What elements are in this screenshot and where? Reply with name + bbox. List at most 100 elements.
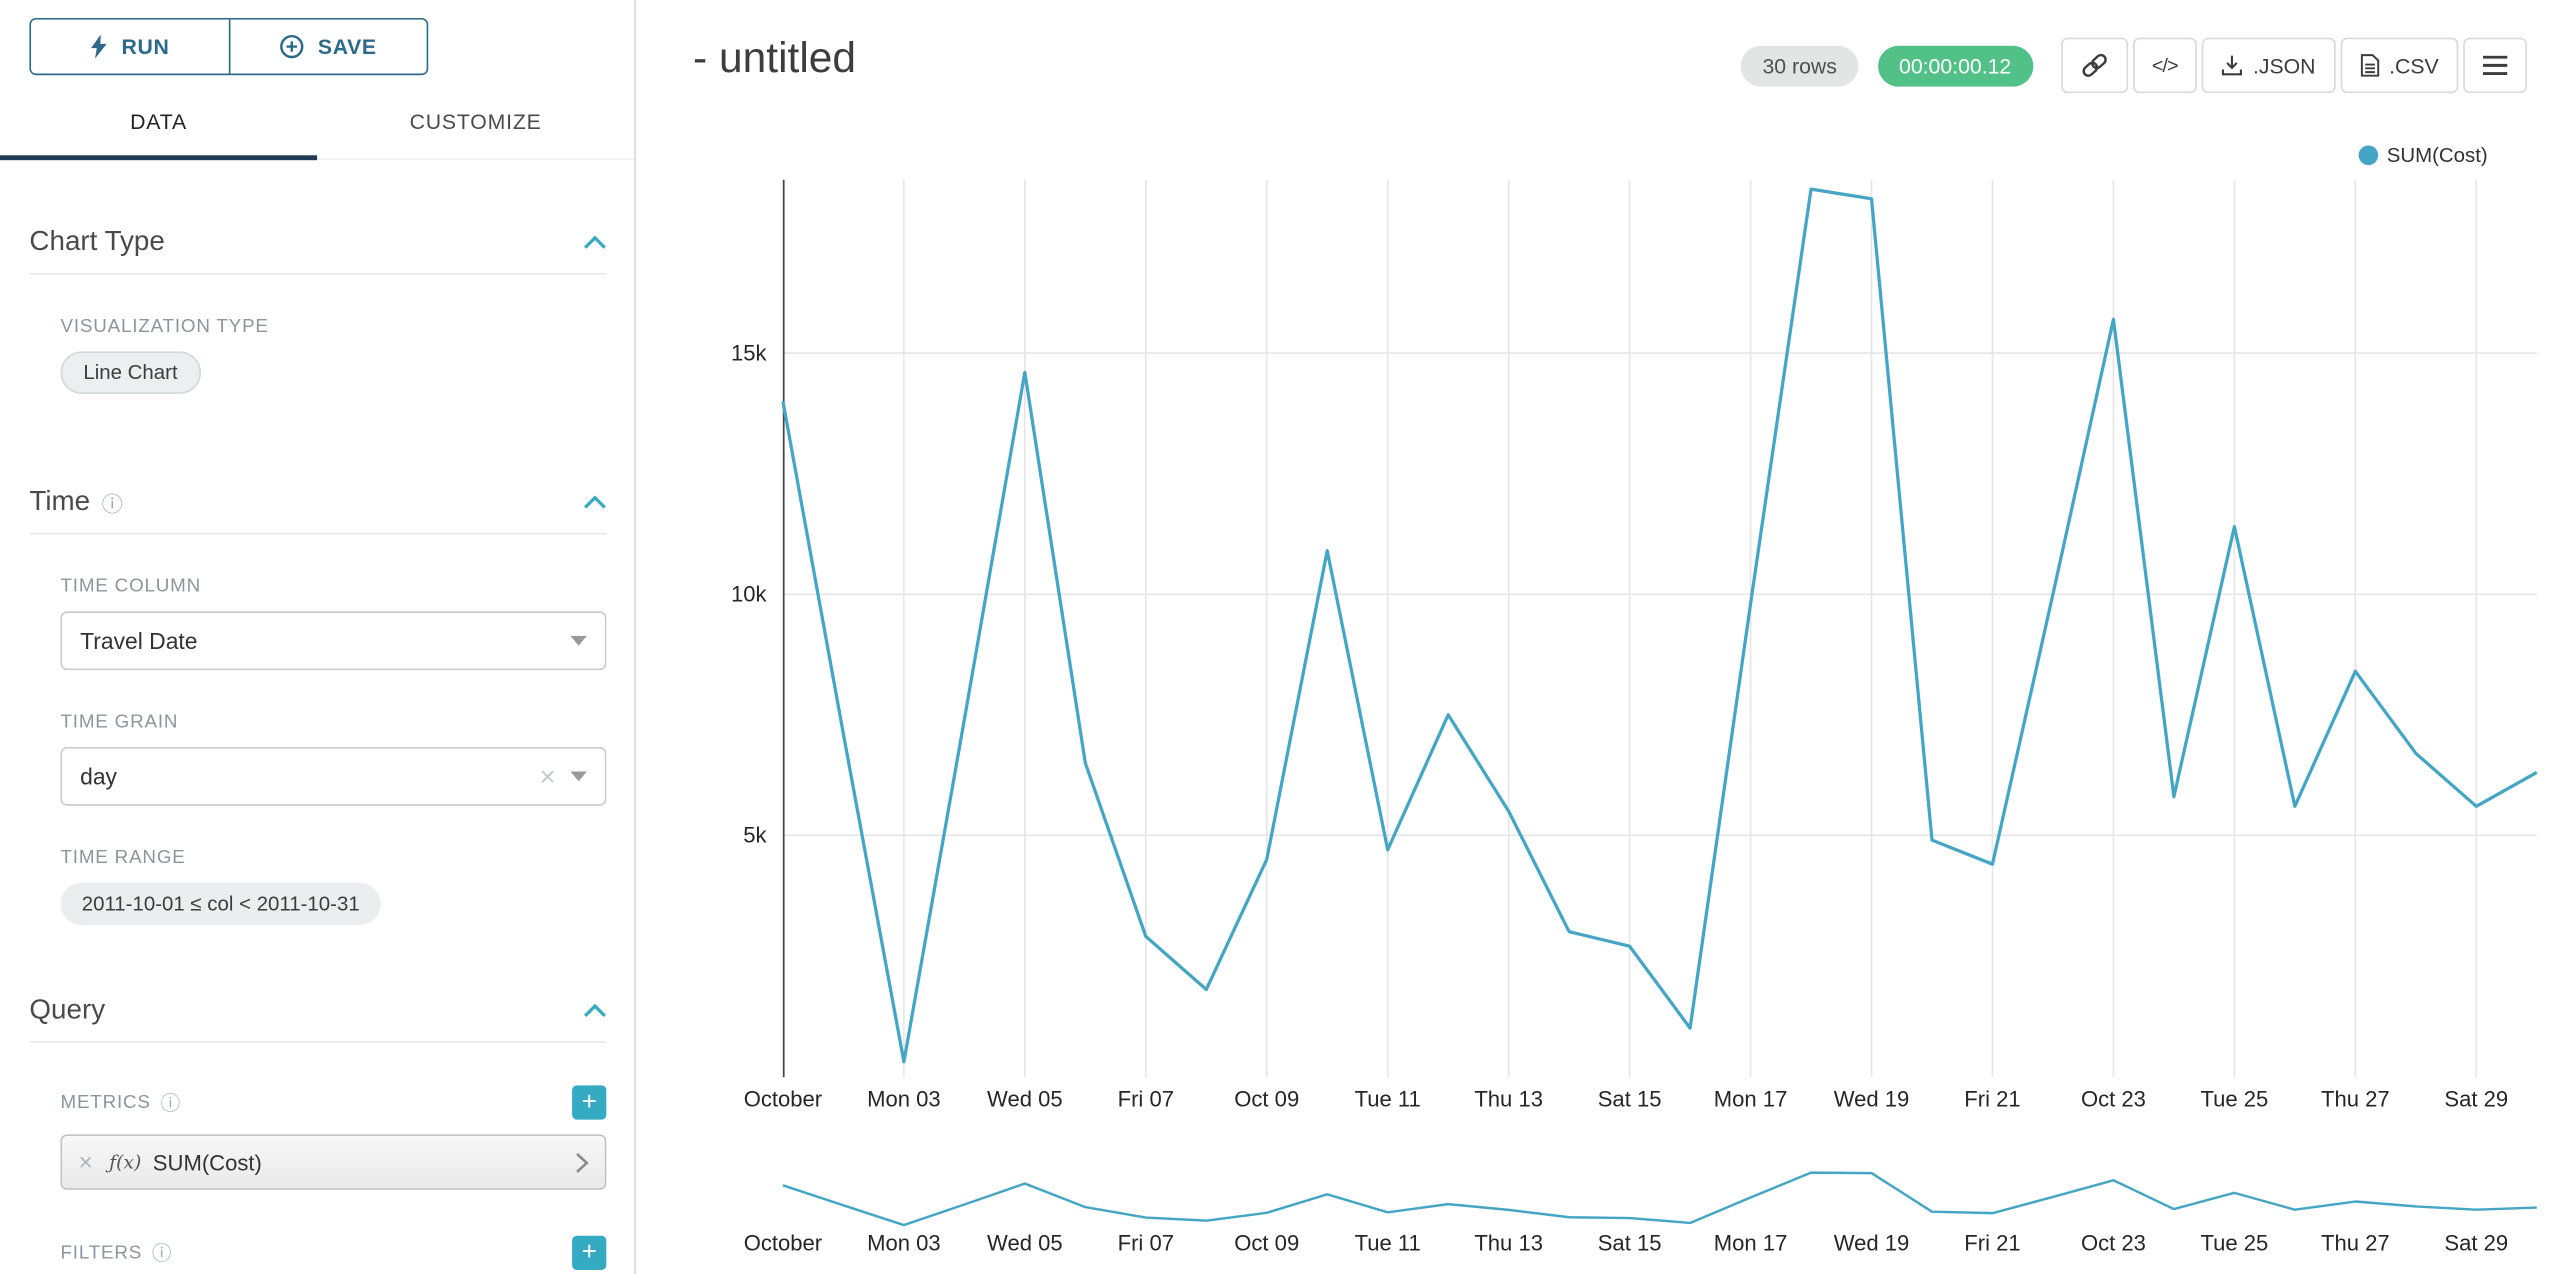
menu-button[interactable] <box>2463 37 2527 94</box>
time-column-value: Travel Date <box>80 627 198 654</box>
link-icon <box>2081 53 2106 77</box>
chart-title: - untitled <box>693 32 857 82</box>
chart-area: - untitled 30 rows 00:00:00.12 </> <box>637 0 2576 1274</box>
info-icon[interactable]: ⓘ <box>151 1242 172 1266</box>
section-query-title: Query <box>29 993 106 1025</box>
section-divider <box>29 272 607 275</box>
add-filter-button[interactable]: + <box>572 1235 607 1271</box>
legend-label: SUM(Cost) <box>2386 143 2488 167</box>
x-axis-tick-label: Mon 17 <box>1714 1087 1788 1112</box>
series-line <box>781 187 2538 1064</box>
x-axis-tick-label: Fri 07 <box>1118 1087 1174 1112</box>
time-column-select[interactable]: Travel Date <box>60 611 607 671</box>
export-button-group: </> .JSON .CSV <box>2055 37 2527 94</box>
file-icon <box>2360 54 2379 77</box>
filters-row: FILTERS ⓘ + <box>29 1235 607 1271</box>
x-axis-tick-label: Wed 05 <box>987 1087 1063 1112</box>
section-chart-type-header: Chart Type <box>29 226 606 259</box>
mini-x-axis-tick-label: Oct 23 <box>2081 1230 2146 1255</box>
code-icon: </> <box>2151 53 2179 77</box>
info-icon[interactable]: ⓘ <box>160 1091 181 1115</box>
plus-circle-icon <box>280 34 305 59</box>
chevron-up-icon[interactable] <box>584 494 607 509</box>
run-save-button-group: RUN SAVE <box>29 17 429 76</box>
time-body: TIME COLUMN Travel Date TIME GRAIN day ×… <box>29 577 607 926</box>
export-json-label: .JSON <box>2252 53 2316 78</box>
add-metric-button[interactable]: + <box>572 1085 607 1120</box>
chevron-up-icon[interactable] <box>584 234 607 250</box>
time-range-pill[interactable]: 2011-10-01 ≤ col < 2011-10-31 <box>60 882 381 926</box>
run-button[interactable]: RUN <box>31 19 229 74</box>
section-query-header: Query <box>29 994 606 1027</box>
x-axis-tick-label: October <box>744 1087 822 1112</box>
query-timer-badge: 00:00:00.12 <box>1877 44 2033 86</box>
save-label: SAVE <box>317 34 377 59</box>
mini-x-axis-tick-label: Mon 03 <box>867 1230 941 1255</box>
y-axis-tick-label: 10k <box>731 582 768 607</box>
hamburger-icon <box>2482 55 2508 76</box>
section-chart-type-title: Chart Type <box>29 225 165 257</box>
caret-down-icon <box>570 635 587 646</box>
caret-down-icon <box>570 771 587 782</box>
control-panel: RUN SAVE DATA CUSTOMIZE Chart Type V <box>0 0 636 1274</box>
embed-code-button[interactable]: </> <box>2132 37 2198 94</box>
x-axis-tick-label: Tue 11 <box>1355 1087 1421 1112</box>
download-icon <box>2222 55 2243 76</box>
x-axis-tick-label: Sat 15 <box>1598 1087 1662 1112</box>
viz-type-pill[interactable]: Line Chart <box>60 351 201 394</box>
mini-x-axis-tick-label: Fri 21 <box>1964 1230 2020 1255</box>
run-label: RUN <box>121 34 170 59</box>
chevron-right-icon[interactable] <box>575 1152 589 1173</box>
x-axis-tick-label: Fri 21 <box>1964 1087 2020 1112</box>
section-time-title: Time <box>29 485 91 517</box>
mini-x-axis-tick-label: Tue 25 <box>2200 1230 2268 1255</box>
time-grain-value: day <box>80 763 117 790</box>
tab-customize[interactable]: CUSTOMIZE <box>409 109 542 135</box>
clear-icon[interactable]: × <box>539 760 556 792</box>
x-axis-tick-label: Sat 29 <box>2444 1087 2508 1112</box>
metric-pill[interactable]: × ƒ(x) SUM(Cost) <box>60 1134 607 1190</box>
mini-x-axis-tick-label: Wed 19 <box>1834 1230 1910 1255</box>
mini-series-line <box>782 1171 2537 1227</box>
save-button[interactable]: SAVE <box>228 19 427 74</box>
export-csv-button[interactable]: .CSV <box>2340 37 2459 94</box>
x-axis-tick-label: Tue 25 <box>2200 1087 2268 1112</box>
fx-icon: ƒ(x) <box>109 1150 142 1174</box>
share-link-button[interactable] <box>2060 37 2128 94</box>
mini-x-axis-tick-label: Wed 05 <box>987 1230 1063 1255</box>
chart-type-body: VISUALIZATION TYPE Line Chart <box>29 317 606 394</box>
mini-x-axis-tick-label: Oct 09 <box>1234 1230 1299 1255</box>
viz-type-label: VISUALIZATION TYPE <box>60 317 269 337</box>
main-chart[interactable]: October Mon 03 Wed 05 Fri 07 Oct 09 Tue 11 Thu… <box>686 131 2576 1120</box>
tab-data[interactable]: DATA <box>0 92 318 161</box>
info-icon[interactable]: ⓘ <box>101 491 123 516</box>
x-axis-tick-label: Thu 27 <box>2321 1087 2390 1112</box>
lightning-icon <box>91 34 108 59</box>
mini-x-axis-tick-label: Fri 07 <box>1118 1230 1174 1255</box>
mini-x-axis-tick-label: Thu 27 <box>2321 1230 2390 1255</box>
time-grain-select[interactable]: day × <box>60 746 607 806</box>
legend-dot-icon <box>2358 145 2379 166</box>
time-grain-label: TIME GRAIN <box>60 712 179 733</box>
y-axis-tick-label: 5k <box>743 823 767 848</box>
x-axis-tick-label: Thu 13 <box>1474 1087 1543 1112</box>
x-axis-tick-label: Oct 09 <box>1234 1087 1299 1112</box>
mini-x-axis-tick-label: Sat 15 <box>1598 1230 1662 1255</box>
remove-metric-icon[interactable]: × <box>78 1148 93 1177</box>
export-csv-label: .CSV <box>2389 53 2439 78</box>
x-axis-tick-label: Mon 03 <box>867 1087 941 1112</box>
chart-header-actions: 30 rows 00:00:00.12 </> <box>1741 37 2527 94</box>
mini-x-axis-tick-label: Thu 13 <box>1474 1230 1543 1255</box>
x-axis-tick-label: Wed 19 <box>1834 1087 1910 1112</box>
mini-chart[interactable]: October Mon 03 Wed 05 Fri 07 Oct 09 Tue 11 Thu… <box>686 1144 2576 1273</box>
chevron-up-icon[interactable] <box>584 1002 607 1018</box>
control-sections: Chart Type VISUALIZATION TYPE Line Chart… <box>29 150 607 1274</box>
metrics-row: METRICS ⓘ + <box>29 1085 607 1120</box>
mini-x-axis-tick-label: Mon 17 <box>1714 1230 1788 1255</box>
metrics-label: METRICS <box>60 1092 151 1113</box>
y-axis-tick-label: 15k <box>731 340 768 365</box>
legend[interactable]: SUM(Cost) <box>2358 143 2488 167</box>
section-divider <box>29 532 607 535</box>
export-json-button[interactable]: .JSON <box>2202 37 2336 94</box>
